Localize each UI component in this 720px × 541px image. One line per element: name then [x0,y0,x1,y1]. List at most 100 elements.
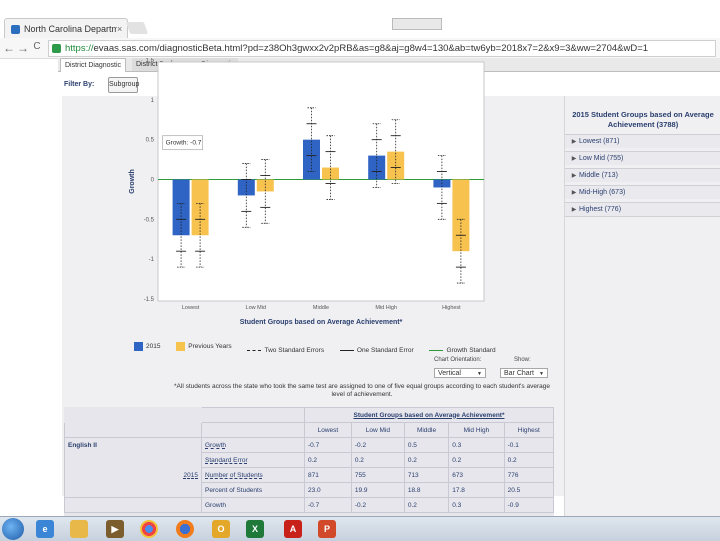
legend-line [429,350,444,351]
orientation-select[interactable]: Vertical ▼ [434,368,486,378]
rp-item-middle[interactable]: ▶ Middle (713) [565,168,720,182]
col-header[interactable]: Mid High [448,422,505,438]
table-row: 2015 Number of Students 871 755 713 673 … [64,467,555,483]
new-tab-button[interactable] [125,22,149,34]
legend-one-standard-error[interactable]: One Standard Error [339,347,414,354]
bar-previous[interactable] [256,179,274,192]
table-group-title: Student Groups based on Average Achievem… [353,411,505,419]
show-select[interactable]: Bar Chart ▼ [500,368,548,378]
legend-label: Previous Years [188,343,232,350]
legend-two-standard-errors[interactable]: Two Standard Errors [247,347,324,354]
y-tick-label: -0.5 [144,217,155,223]
cell: -0.2 [350,497,405,513]
y-tick-label: 1.5 [146,58,155,64]
forward-button[interactable]: → [17,41,29,55]
empty-cell [64,497,202,513]
cell: 871 [304,467,352,483]
legend-growth-standard[interactable]: Growth Standard [429,347,496,354]
col-header[interactable]: Low Mid [350,422,405,438]
rp-item-lowest[interactable]: ▶ Lowest (871) [565,134,720,148]
bar-previous[interactable] [452,179,470,252]
triangle-right-icon: ▶ [571,207,577,213]
cell: 0.2 [448,452,505,468]
tooltip-box [162,135,203,151]
orientation-value: Vertical [438,370,461,377]
filter-label: Filter By: [64,81,95,88]
address-bar: ← → C https:// evaas.sas.com/diagnosticB… [0,38,720,59]
subgroup-button[interactable]: Subgroup [108,77,139,93]
cell: 713 [403,467,450,483]
cell: -0.9 [503,497,555,513]
legend-previous-years[interactable]: Previous Years [176,342,232,351]
triangle-right-icon: ▶ [571,173,577,179]
chrome-icon[interactable] [140,520,158,538]
row-label-text[interactable]: Number of Students [205,471,263,479]
close-tab-icon[interactable]: × [117,24,123,34]
window-control[interactable] [392,18,442,30]
row-label-text[interactable]: Standard Error [205,456,248,464]
url-input[interactable]: https:// evaas.sas.com/diagnosticBeta.ht… [48,40,716,57]
bar-2015[interactable] [368,155,386,180]
table-row: English II Growth -0.7 -0.2 0.5 0.3 -0.1 [64,437,555,453]
start-button[interactable] [2,518,24,540]
lock-icon [52,44,61,53]
chevron-down-icon: ▼ [539,371,544,377]
acrobat-icon[interactable]: A [284,520,302,538]
back-button[interactable]: ← [3,41,15,55]
year-label[interactable]: 2015 [183,471,198,479]
row-label-text[interactable]: Growth [205,441,226,449]
media-icon[interactable]: ▶ [106,520,124,538]
reload-button[interactable]: C [33,41,41,52]
url-scheme: https:// [65,43,94,54]
tab-district-diagnostic[interactable]: District Diagnostic [60,58,127,72]
url-text: evaas.sas.com/diagnosticBeta.html?pd=z38… [93,43,649,54]
subject-cell: English II [64,437,202,453]
year-cell [64,452,202,468]
tooltip-text: Growth: -0.7 [166,140,202,147]
year-cell: 2015 [64,467,202,483]
x-tick-label: Mid High [375,305,397,311]
table-corner [65,408,202,423]
bar-2015[interactable] [237,179,255,196]
legend-2015[interactable]: 2015 [134,342,160,351]
rp-item-mid-high[interactable]: ▶ Mid-High (673) [565,185,720,199]
col-header[interactable]: Middle [403,422,450,438]
explorer-icon[interactable] [70,520,88,538]
outlook-icon[interactable]: O [212,520,230,538]
y-tick-label: 0 [151,178,155,184]
right-panel: 2015 Student Groups based on Average Ach… [564,96,720,516]
rp-item-label: Middle (713) [579,172,618,179]
cell: 755 [350,467,405,483]
browser-tab-bar: North Carolina Departme × [0,0,720,39]
bar-previous[interactable] [322,167,339,180]
table-row: Standard Error 0.2 0.2 0.2 0.2 0.2 [64,452,555,468]
firefox-icon[interactable] [176,520,194,538]
favicon-icon [11,24,20,34]
legend-swatch [176,342,186,351]
excel-icon[interactable]: X [246,520,264,538]
powerpoint-icon[interactable]: P [318,520,336,538]
plot-area [157,61,485,302]
row-label: Percent of Students [201,482,305,498]
cell: 0.2 [304,452,352,468]
rp-item-low-mid[interactable]: ▶ Low Mid (755) [565,151,720,165]
triangle-right-icon: ▶ [571,156,577,162]
browser-tab[interactable]: North Carolina Departme × [4,18,128,39]
cell: 18.8 [403,482,450,498]
browser-tab-title: North Carolina Departme [24,24,117,34]
legend-label: 2015 [146,343,161,350]
cell: 0.2 [350,452,405,468]
x-axis-label: Student Groups based on Average Achievem… [240,319,403,326]
data-table: Student Groups based on Average Achievem… [64,407,555,513]
table-empty [201,422,305,438]
col-header[interactable]: Lowest [304,422,352,438]
row-label: Standard Error [201,452,305,468]
col-header[interactable]: Highest [503,422,555,438]
rp-item-label: Highest (776) [579,206,622,213]
cell: 17.8 [448,482,505,498]
triangle-right-icon: ▶ [571,190,577,196]
ie-icon[interactable]: e [36,520,54,538]
legend-line [247,350,262,351]
chevron-down-icon: ▼ [477,371,482,377]
rp-item-highest[interactable]: ▶ Highest (776) [565,202,720,217]
